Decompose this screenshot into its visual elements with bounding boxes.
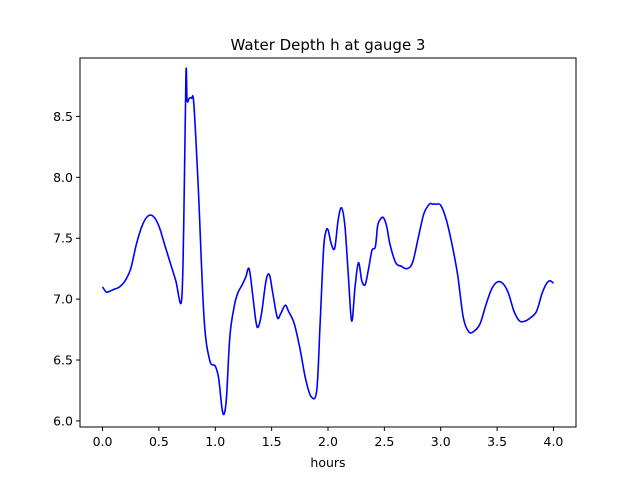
chart-title: Water Depth h at gauge 3 <box>231 36 426 54</box>
x-tick-label: 0.5 <box>149 434 169 449</box>
y-axis: 6.0 6.5 7.0 7.5 8.0 8.5 <box>53 109 80 428</box>
x-tick-label: 3.0 <box>431 434 451 449</box>
y-tick-label: 7.5 <box>53 231 73 246</box>
y-tick-label: 7.0 <box>53 292 73 307</box>
x-axis: 0.0 0.5 1.0 1.5 2.0 2.5 3.0 3.5 4.0 <box>93 427 564 449</box>
x-tick-label: 3.5 <box>487 434 507 449</box>
plot-frame <box>79 57 577 428</box>
y-tick-label: 8.0 <box>53 170 73 185</box>
series-line-0 <box>101 67 554 416</box>
x-tick-label: 2.0 <box>318 434 338 449</box>
x-axis-label: hours <box>310 455 345 470</box>
x-tick-label: 1.0 <box>205 434 225 449</box>
x-tick-label: 1.5 <box>262 434 282 449</box>
y-tick-label: 8.5 <box>53 109 73 124</box>
plot-area <box>101 67 554 416</box>
x-tick-label: 4.0 <box>544 434 564 449</box>
x-tick-label: 2.5 <box>374 434 394 449</box>
y-tick-label: 6.5 <box>53 353 73 368</box>
x-tick-label: 0.0 <box>93 434 113 449</box>
y-tick-label: 6.0 <box>53 413 73 428</box>
